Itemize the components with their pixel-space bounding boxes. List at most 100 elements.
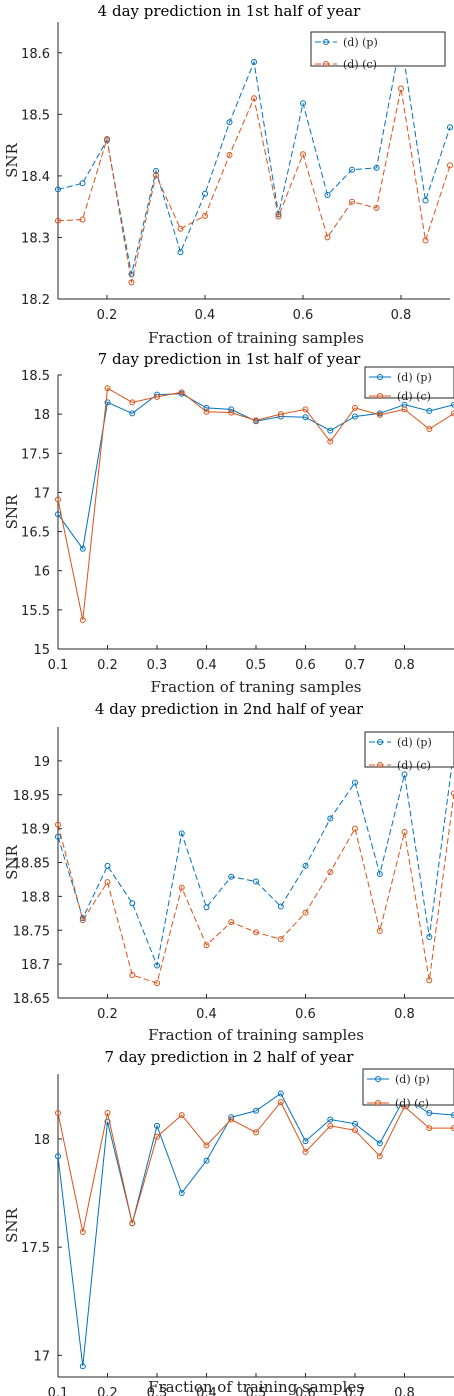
data-point-c [154,393,160,400]
legend-marker-c [377,762,383,768]
data-point-p [426,1110,433,1116]
data-point-p [451,1112,454,1119]
data-point-p [324,192,331,198]
data-point-c [129,1220,136,1227]
data-point-c [352,825,358,832]
data-point-c [275,213,282,220]
legend-marker-p [323,39,329,45]
data-point-c [178,389,185,396]
data-point-p [129,900,136,907]
data-point-p [426,934,433,940]
data-point-p [128,271,135,278]
data-point-c [226,152,233,158]
y-axis-label: SNR [3,142,21,177]
data-point-p [226,119,233,126]
data-point-p [178,1190,185,1196]
x-tick-label: 0.4 [196,1007,217,1022]
series-line-p [57,749,454,968]
data-point-c [251,95,257,102]
x-tick-label: 0.6 [293,308,314,323]
x-tick-label: 0.6 [295,658,316,673]
y-tick-label: 18.95 [13,789,50,804]
data-point-c [178,1112,185,1119]
data-point-p [327,427,334,434]
data-point-p [154,1122,160,1129]
data-point-c [451,410,454,417]
data-point-c [422,237,429,244]
data-point-c [104,385,111,392]
y-tick-label: 17.5 [21,1241,50,1256]
data-point-c [327,438,334,445]
y-tick-label: 15 [33,643,50,658]
x-tick-label: 0.3 [147,1386,168,1396]
data-point-p [79,915,86,922]
series-line-c [57,387,454,621]
chart-title: 4 day prediction in 2nd half of year [95,700,364,718]
y-tick-label: 17.5 [21,447,50,462]
data-point-c [300,151,306,158]
y-tick-label: 16 [33,565,50,580]
series-line-p [57,39,451,275]
x-tick-label: 0.8 [391,308,412,323]
data-point-p [327,1116,334,1123]
y-tick-label: 18 [33,408,50,423]
y-axis-label: SNR [3,494,21,529]
x-tick-label: 0.2 [97,658,118,673]
y-tick-label: 18.3 [21,231,50,246]
data-point-p [228,406,235,413]
legend-box [364,366,454,399]
data-point-c [178,884,185,891]
data-point-c [277,1099,284,1106]
data-point-c [253,417,259,424]
data-point-p [352,779,358,786]
x-tick-label: 0.4 [196,1386,217,1396]
y-tick-label: 18.8 [21,890,50,905]
y-tick-label: 16.5 [21,526,50,541]
y-tick-label: 15.5 [21,604,50,619]
x-tick-label: 0.6 [295,1386,316,1396]
y-tick-label: 18.85 [13,857,50,872]
data-point-c [154,980,160,987]
data-point-p [202,190,208,197]
data-point-c [376,927,383,934]
data-point-p [447,124,453,131]
data-point-p [422,197,429,204]
series-line-c [57,88,451,283]
data-point-c [302,1148,309,1155]
data-point-c [401,406,408,413]
legend: (d) (p) (d) (c) [310,31,446,71]
data-point-c [376,411,383,418]
data-point-p [251,59,257,65]
data-point-p [352,1120,358,1127]
legend: (d) (p) (d) (c) [364,366,454,403]
legend-label-p: (d) (p) [343,36,378,49]
chart-title: 7 day prediction in 1st half of year [98,350,361,368]
data-point-c [352,1127,358,1134]
data-point-c [327,1122,334,1129]
data-point-p [426,408,433,414]
data-point-p [373,164,380,171]
data-point-c [447,162,453,169]
x-tick-label: 0.8 [394,1007,415,1022]
data-point-c [324,234,331,241]
legend-marker-c [375,1100,381,1106]
data-point-p [277,1090,284,1097]
data-point-c [104,879,111,886]
data-point-p [302,862,309,869]
legend-box [364,731,454,768]
data-point-c [104,1110,111,1116]
x-tick-label: 0.2 [97,1386,118,1396]
legend-box [310,31,446,67]
data-point-p [253,1107,259,1114]
data-point-c [302,909,309,916]
data-point-c [426,426,433,432]
data-point-c [376,1153,383,1160]
chart-panel-1: 18.2 18.3 18.4 18.5 18.6 0.2 0.4 0.6 0.8 4 day pr… [3,2,453,347]
data-point-c [203,1142,210,1149]
data-point-c [253,1129,259,1136]
data-point-c [79,1229,86,1235]
legend-marker-p [375,1076,381,1082]
data-point-p [302,414,309,421]
data-point-c [277,936,284,943]
